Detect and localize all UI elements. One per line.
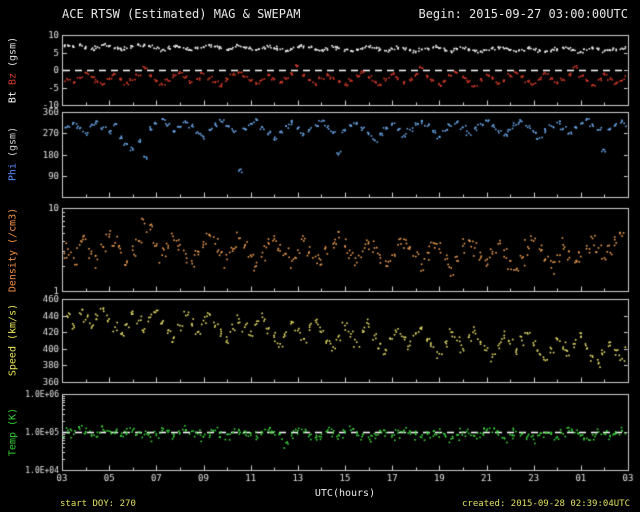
created-timestamp: created: 2015-09-28 02:39:04UTC [462,499,630,509]
y-axis-label-density: Density (/cm3) [7,207,19,293]
start-doy-label: start DOY: 270 [60,499,136,509]
y-axis-label-speed: Speed (km/s) [7,303,19,377]
x-axis-label: UTC(hours) [314,488,376,499]
y-axis-label-mag: Bt Bz (gsm) [7,36,19,104]
plot-title: ACE RTSW (Estimated) MAG & SWEPAM [62,7,301,21]
y-axis-label-phi: Phi (gsm) [7,126,19,182]
y-axis-label-temp: Temp (K) [7,407,19,457]
begin-timestamp: Begin: 2015-09-27 03:00:00UTC [418,7,628,21]
